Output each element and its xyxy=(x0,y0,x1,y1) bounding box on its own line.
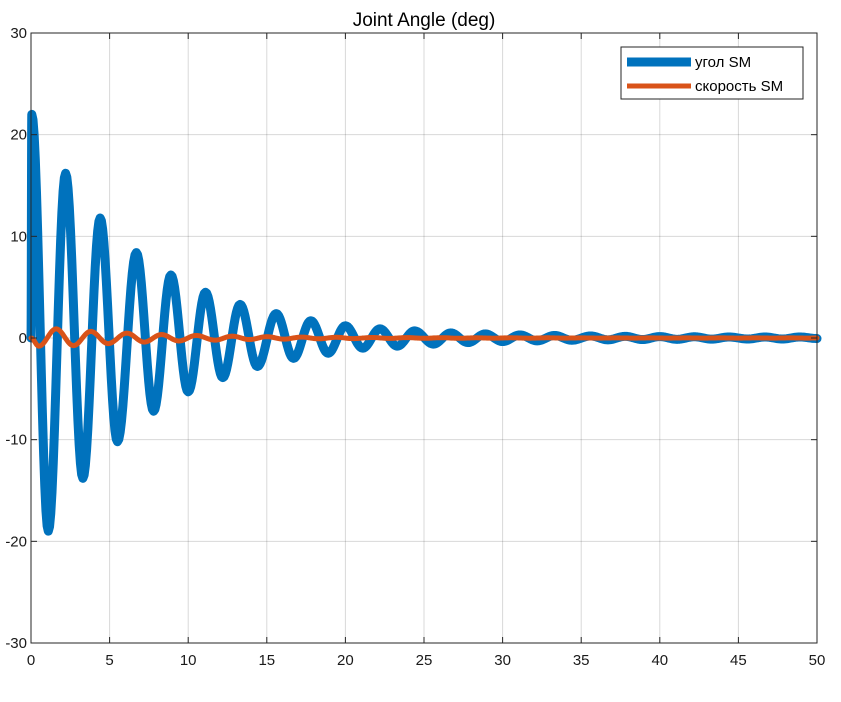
x-tick-label: 40 xyxy=(651,652,668,669)
series-line-skorost-sm xyxy=(28,326,820,349)
axis-ticks: 0 5 10 15 20 25 30 35 40 45 50 -30 -20 -10 0 10 20 30 xyxy=(5,25,825,669)
x-tick-label: 10 xyxy=(180,652,197,669)
y-tick-label: 20 xyxy=(10,127,27,144)
legend-label: скорость SM xyxy=(695,78,783,95)
y-tick-label: -30 xyxy=(5,635,27,652)
x-tick-label: 20 xyxy=(337,652,354,669)
x-tick-label: 30 xyxy=(494,652,511,669)
x-tick-label: 15 xyxy=(258,652,275,669)
y-tick-label: 0 xyxy=(19,330,27,347)
legend-label: угол SM xyxy=(695,54,751,71)
x-tick-label: 35 xyxy=(573,652,590,669)
y-tick-label: -20 xyxy=(5,533,27,550)
legend: угол SM скорость SM xyxy=(620,46,804,100)
x-tick-label: 0 xyxy=(27,652,35,669)
x-tick-label: 25 xyxy=(416,652,433,669)
x-tick-label: 45 xyxy=(730,652,747,669)
chart-title: Joint Angle (deg) xyxy=(353,10,496,31)
series-layer xyxy=(26,109,822,536)
x-tick-label: 5 xyxy=(105,652,113,669)
y-tick-label: -10 xyxy=(5,432,27,449)
legend-box xyxy=(620,46,804,100)
x-tick-label: 50 xyxy=(809,652,826,669)
y-tick-label: 10 xyxy=(10,228,27,245)
y-tick-label: 30 xyxy=(10,25,27,42)
